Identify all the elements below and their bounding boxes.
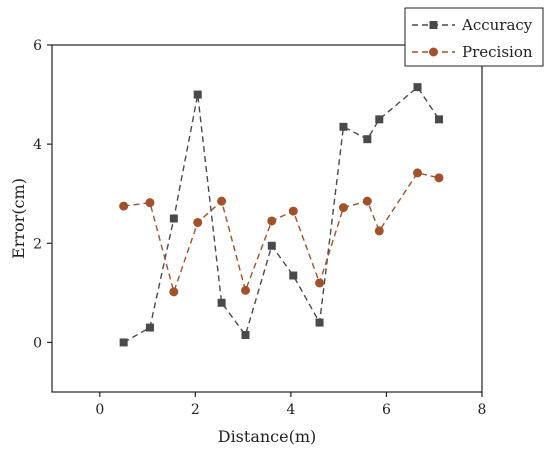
data-point-precision bbox=[413, 168, 422, 178]
legend-label: Accuracy bbox=[461, 16, 533, 34]
data-point-precision bbox=[288, 206, 298, 216]
data-point-precision bbox=[267, 216, 277, 226]
data-point-accuracy bbox=[241, 330, 250, 339]
x-tick-label: 8 bbox=[478, 402, 487, 418]
data-point-precision bbox=[241, 285, 250, 295]
data-point-precision bbox=[374, 226, 384, 236]
legend-label: Precision bbox=[462, 43, 533, 61]
data-point-accuracy bbox=[413, 83, 422, 92]
series-precision bbox=[119, 168, 444, 297]
data-point-precision bbox=[434, 173, 444, 183]
data-point-precision bbox=[315, 278, 325, 288]
data-point-accuracy bbox=[289, 271, 298, 280]
y-tick-label: 0 bbox=[33, 335, 42, 351]
series-layer bbox=[119, 83, 444, 347]
plot-frame bbox=[51, 44, 483, 393]
data-point-precision bbox=[338, 203, 348, 213]
data-point-accuracy bbox=[217, 298, 226, 307]
data-point-precision bbox=[145, 198, 155, 208]
data-point-accuracy bbox=[119, 338, 128, 347]
data-point-accuracy bbox=[267, 241, 276, 250]
data-point-precision bbox=[217, 196, 227, 206]
data-point-accuracy bbox=[315, 318, 324, 327]
y-tick-label: 6 bbox=[33, 38, 42, 54]
plot-border bbox=[51, 44, 483, 393]
data-point-accuracy bbox=[435, 115, 443, 124]
legend-marker bbox=[429, 21, 438, 29]
legend-box bbox=[404, 7, 544, 67]
x-tick-label: 6 bbox=[382, 402, 391, 418]
data-point-accuracy bbox=[193, 90, 202, 99]
data-point-accuracy bbox=[339, 122, 348, 131]
data-point-accuracy bbox=[169, 214, 178, 223]
data-point-accuracy bbox=[375, 115, 384, 124]
data-point-precision bbox=[169, 287, 179, 297]
series-line-precision bbox=[123, 172, 440, 295]
series-accuracy bbox=[119, 83, 443, 347]
legend-marker bbox=[429, 47, 438, 57]
y-tick-label: 4 bbox=[33, 137, 42, 153]
y-axis-label: Error(cm) bbox=[9, 178, 28, 259]
x-axis-label: Distance(m) bbox=[218, 427, 317, 446]
data-point-accuracy bbox=[145, 323, 154, 332]
x-tick-label: 2 bbox=[191, 402, 200, 418]
data-point-accuracy bbox=[363, 135, 372, 144]
data-point-precision bbox=[193, 217, 203, 227]
x-tick-label: 4 bbox=[286, 402, 295, 418]
tick-group: 0 2 4 6 8 0 2 4 6 bbox=[33, 38, 486, 418]
y-tick-label: 2 bbox=[33, 236, 42, 252]
data-point-precision bbox=[119, 201, 129, 211]
legend: Accuracy Precision bbox=[404, 7, 544, 67]
x-tick-label: 0 bbox=[95, 402, 104, 418]
data-point-precision bbox=[362, 196, 372, 206]
